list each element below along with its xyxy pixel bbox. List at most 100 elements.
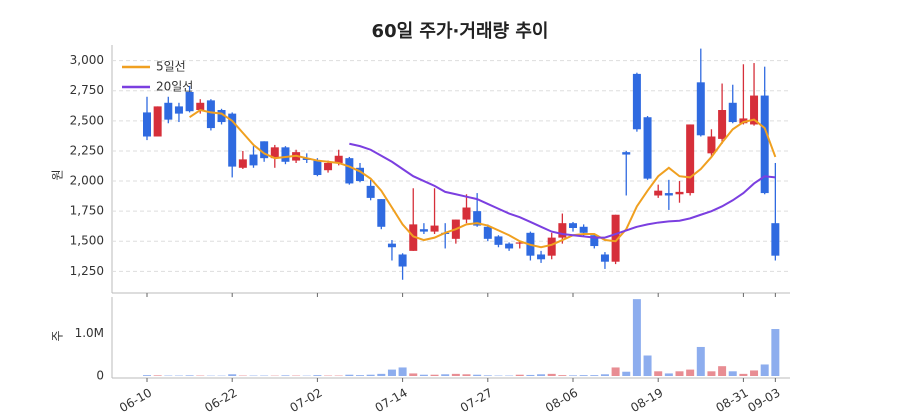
volume-bar [622,371,631,376]
x-tick-label: 07-14 [373,386,410,416]
x-tick-label: 09-03 [745,386,782,416]
candle-body [643,117,652,179]
volume-bar [611,367,620,376]
x-tick-label: 08-31 [713,386,750,416]
candle-body [547,237,556,256]
volume-bar [185,375,194,376]
candle-body [473,211,482,226]
y-tick-label: 2,750 [70,83,104,97]
candle-body [260,141,269,159]
x-tick-label: 06-10 [117,386,154,416]
candle-body [398,254,407,267]
y-tick-label: 1,250 [70,264,104,278]
candle-body [313,160,322,176]
y-tick-label: 2,250 [70,143,104,157]
volume-bar [398,367,407,376]
volume-bar [387,369,396,376]
y-tick-label: 0 [96,369,104,383]
volume-bar [569,375,577,376]
candle-body [686,124,695,194]
candle-body [494,236,503,245]
volume-bar [409,373,418,376]
candle-body [153,106,162,137]
volume-bar [750,370,759,376]
volume-bar [281,375,290,376]
candle-body [419,229,428,232]
volume-bar [760,364,769,376]
candle-body [718,110,727,139]
candle-body [387,243,396,248]
y-tick-label: 1,500 [70,234,104,248]
y-tick-label: 2,000 [70,174,104,188]
candle-body [728,102,737,123]
candle-body [164,102,173,120]
volume-bar [558,375,567,376]
volume-bar [313,375,322,376]
volume-bar [728,371,737,376]
volume-bar [473,374,482,376]
candle-body [324,162,333,171]
candle-body [366,185,375,198]
candle-body [760,95,769,194]
volume-bar [707,371,716,376]
legend-label: 5일선 [156,60,186,74]
candle-body [217,110,226,123]
candle-body [707,136,716,154]
volume-bar [483,375,492,376]
volume-bar [228,374,237,376]
x-tick-label: 08-19 [628,386,665,416]
candle-body [462,207,471,220]
volume-bar [515,374,524,376]
candle-body [345,158,354,184]
candle-body [185,91,194,112]
volume-bar [739,373,748,376]
candle-body [430,225,439,232]
volume-bar [547,373,556,376]
volume-bar [356,375,364,376]
volume-bar [632,299,641,376]
ma-line [349,142,776,239]
x-tick-label: 08-06 [543,386,580,416]
volume-bar [419,374,428,376]
candle-body [664,193,673,196]
ma-line [189,108,777,249]
candle-body [483,226,492,239]
volume-bar [696,346,705,376]
candle-body [632,73,641,130]
volume-bar [377,373,386,376]
candle-body [377,199,386,227]
candle-body [558,223,567,238]
candle-body [569,223,577,228]
candle-body [622,152,631,155]
volume-bar [537,374,546,376]
candle-body [515,242,524,244]
chart-title: 60일 주가·거래량 추이 [372,21,549,42]
volume-bar [654,371,663,376]
candle-body [228,113,237,167]
candle-body [654,190,663,196]
y-tick-label: 2,500 [70,113,104,127]
candle-body [238,159,247,168]
volume-bar [579,375,588,376]
candle-body [281,147,290,162]
candle-body [600,254,609,262]
x-tick-label: 07-27 [458,386,495,416]
volume-bar [153,375,162,376]
candle-body [611,214,620,262]
volume-bar [366,374,375,376]
volume-bar [675,371,684,376]
volume-bar [143,375,151,376]
candle-body [174,106,183,114]
candle-body [196,102,205,111]
volume-bar [664,373,673,376]
legend-label: 20일선 [156,80,193,94]
volume-bar [451,373,460,376]
candle-body [505,243,514,249]
volume-bar [526,374,535,376]
candle-body [771,223,780,256]
volume-bar [441,374,450,376]
candle-body [696,82,705,136]
candle-body [675,191,684,195]
volume-bar [718,366,727,376]
